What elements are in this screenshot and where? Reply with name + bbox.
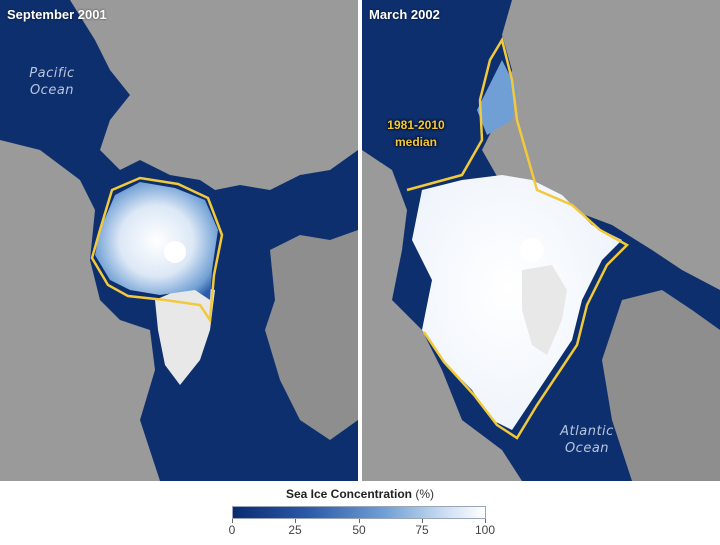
legend: Sea Ice Concentration (%) 0 25 50 75 100: [0, 481, 720, 545]
sea-ice-extent: [95, 182, 218, 300]
atlantic-ocean-label: Atlantic Ocean: [547, 423, 627, 457]
pacific-ocean-label: Pacific Ocean: [22, 65, 82, 99]
color-scale-bar: [232, 506, 486, 519]
median-label-line: median: [394, 135, 437, 149]
land-eurasia: [70, 0, 358, 190]
legend-tick-label: 75: [415, 523, 429, 537]
land-greenland: [155, 285, 215, 385]
ocean-label-line: Atlantic: [560, 424, 614, 439]
land-eurasia: [482, 0, 720, 290]
map-panel-september-2001: September 2001 Pacific Ocean: [0, 0, 358, 481]
ocean-label-line: Ocean: [564, 441, 610, 456]
land-north-america: [0, 140, 160, 481]
legend-tick: [485, 519, 486, 523]
legend-tick: [232, 519, 233, 523]
ocean-label-line: Pacific: [29, 66, 75, 81]
legend-tick-label: 100: [474, 523, 496, 537]
panel-divider: [358, 0, 362, 481]
map-panel-march-2002: March 2002 1981-2010 median Atlantic Oce…: [362, 0, 720, 481]
legend-tick-label: 25: [288, 523, 302, 537]
legend-tick: [422, 519, 423, 523]
legend-tick: [295, 519, 296, 523]
legend-unit: (%): [415, 487, 435, 501]
sea-ice-channel: [477, 60, 517, 135]
panel-title: September 2001: [7, 7, 107, 22]
legend-title-text: Sea Ice Concentration: [285, 487, 413, 501]
panel-title: March 2002: [369, 7, 440, 22]
legend-title: Sea Ice Concentration (%): [0, 487, 720, 501]
legend-tick-label: 50: [352, 523, 366, 537]
median-label-line: 1981-2010: [387, 118, 445, 132]
land-scandinavia: [602, 290, 720, 481]
sea-ice-extent: [412, 175, 622, 430]
pole-hole: [520, 238, 544, 262]
legend-tick: [359, 519, 360, 523]
legend-tick-label: 0: [228, 523, 236, 537]
land-greenland: [522, 265, 567, 355]
arctic-map-september: [0, 0, 358, 481]
median-ice-edge-line: [406, 36, 630, 440]
ocean-label-line: Ocean: [29, 83, 75, 98]
median-ice-edge-line: [90, 176, 224, 324]
land-north-america: [362, 150, 522, 481]
median-line-label: 1981-2010 median: [376, 117, 456, 151]
pole-hole: [164, 241, 186, 263]
land-scandinavia: [265, 230, 358, 440]
arctic-map-march: [362, 0, 720, 481]
